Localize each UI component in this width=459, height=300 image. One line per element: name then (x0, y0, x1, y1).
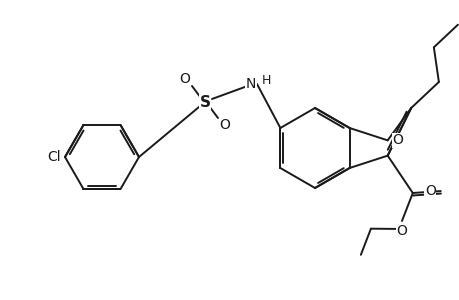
Text: Cl: Cl (47, 150, 61, 164)
Text: O: O (179, 72, 190, 86)
Text: O: O (219, 118, 230, 132)
Text: N: N (245, 77, 256, 91)
Text: O: O (424, 184, 435, 198)
Text: H: H (262, 74, 271, 86)
Text: S: S (199, 94, 210, 110)
Text: O: O (392, 134, 403, 147)
Text: O: O (396, 224, 407, 238)
